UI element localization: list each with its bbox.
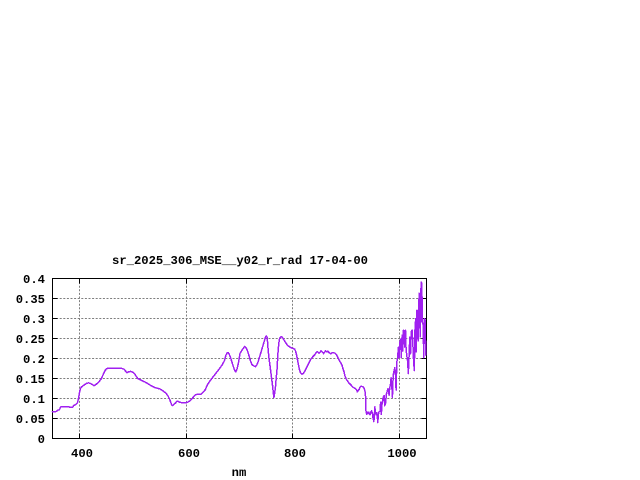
svg-text:0.2: 0.2 xyxy=(23,353,45,367)
svg-text:0.4: 0.4 xyxy=(23,273,45,287)
svg-text:600: 600 xyxy=(178,447,200,461)
svg-text:0: 0 xyxy=(38,433,45,447)
svg-text:800: 800 xyxy=(284,447,306,461)
svg-text:0.1: 0.1 xyxy=(23,393,45,407)
svg-text:1000: 1000 xyxy=(387,447,416,461)
svg-text:400: 400 xyxy=(71,447,93,461)
svg-text:0.05: 0.05 xyxy=(16,413,45,427)
svg-text:0.3: 0.3 xyxy=(23,313,45,327)
svg-text:0.35: 0.35 xyxy=(16,293,45,307)
svg-text:0.25: 0.25 xyxy=(16,333,45,347)
svg-text:sr_2025_306_MSE__y02_r_rad 17-: sr_2025_306_MSE__y02_r_rad 17-04-00 xyxy=(112,254,368,268)
svg-text:0.15: 0.15 xyxy=(16,373,45,387)
svg-text:nm: nm xyxy=(232,466,247,480)
